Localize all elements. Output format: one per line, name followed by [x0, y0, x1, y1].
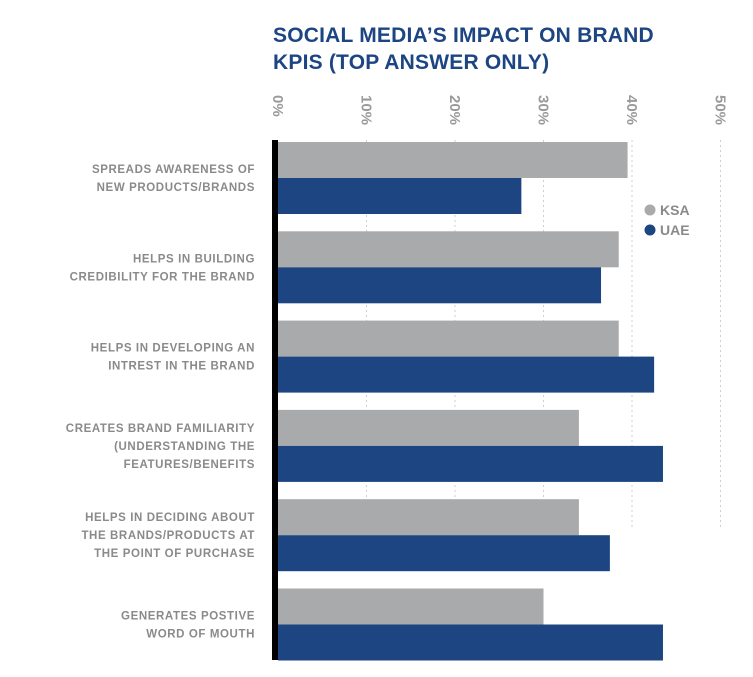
category-label: (UNDERSTANDING THE [114, 441, 255, 453]
chart-title: SOCIAL MEDIA’S IMPACT ON BRAND KPIS (TOP… [273, 22, 733, 76]
x-tick-label: 30% [535, 95, 552, 125]
x-tick-label: 10% [358, 95, 375, 125]
x-tick-label: 50% [712, 95, 729, 125]
bar-ksa [278, 231, 619, 268]
legend: KSA UAE [644, 202, 690, 238]
bar-ksa [278, 409, 579, 446]
category-labels: SPREADS AWARENESS OF NEW PRODUCTS/BRANDS H… [66, 164, 255, 641]
category-label: HELPS IN DEVELOPING AN [91, 343, 255, 355]
category-label: THE POINT OF PURCHASE [94, 548, 255, 560]
category-label: HELPS IN BUILDING [133, 253, 255, 265]
x-tick-label: 0% [269, 95, 286, 117]
category-label: NEW PRODUCTS/BRANDS [97, 182, 255, 194]
legend-swatch-uae [644, 224, 656, 236]
bars [278, 142, 663, 661]
bar-uae [278, 178, 522, 214]
category-label: CREATES BRAND FAMILIARITY [66, 423, 255, 435]
x-tick-label: 40% [623, 95, 640, 125]
x-tick-label: 20% [446, 95, 463, 125]
bar-uae [278, 267, 602, 304]
chart-title-line-2: KPIS (TOP ANSWER ONLY) [273, 51, 550, 74]
category-label: CREDIBILITY FOR THE BRAND [70, 271, 255, 283]
y-axis-line [272, 140, 278, 660]
category-label: FEATURES/BENEFITS [124, 459, 255, 471]
bar-ksa [278, 142, 628, 178]
bar-ksa [278, 499, 579, 536]
legend-label-ksa: KSA [660, 202, 690, 218]
bar-ksa [278, 588, 544, 625]
bar-uae [278, 624, 663, 661]
x-axis-ticks: 0% 10% 20% 30% 40% 50% [269, 95, 729, 125]
bar-uae [278, 356, 655, 393]
category-label: SPREADS AWARENESS OF [92, 164, 255, 176]
bar-ksa [278, 320, 619, 357]
legend-swatch-ksa [644, 204, 656, 216]
category-label: THE BRANDS/PRODUCTS AT [81, 530, 255, 542]
bar-uae [278, 535, 610, 572]
category-label: GENERATES POSTIVE [121, 611, 255, 623]
bar-uae [278, 445, 663, 482]
category-label: INTREST IN THE BRAND [108, 361, 255, 373]
category-label: WORD OF MOUTH [146, 629, 255, 641]
legend-label-uae: UAE [660, 222, 690, 238]
category-label: HELPS IN DECIDING ABOUT [85, 512, 255, 524]
chart-title-line-1: SOCIAL MEDIA’S IMPACT ON BRAND [273, 24, 654, 47]
